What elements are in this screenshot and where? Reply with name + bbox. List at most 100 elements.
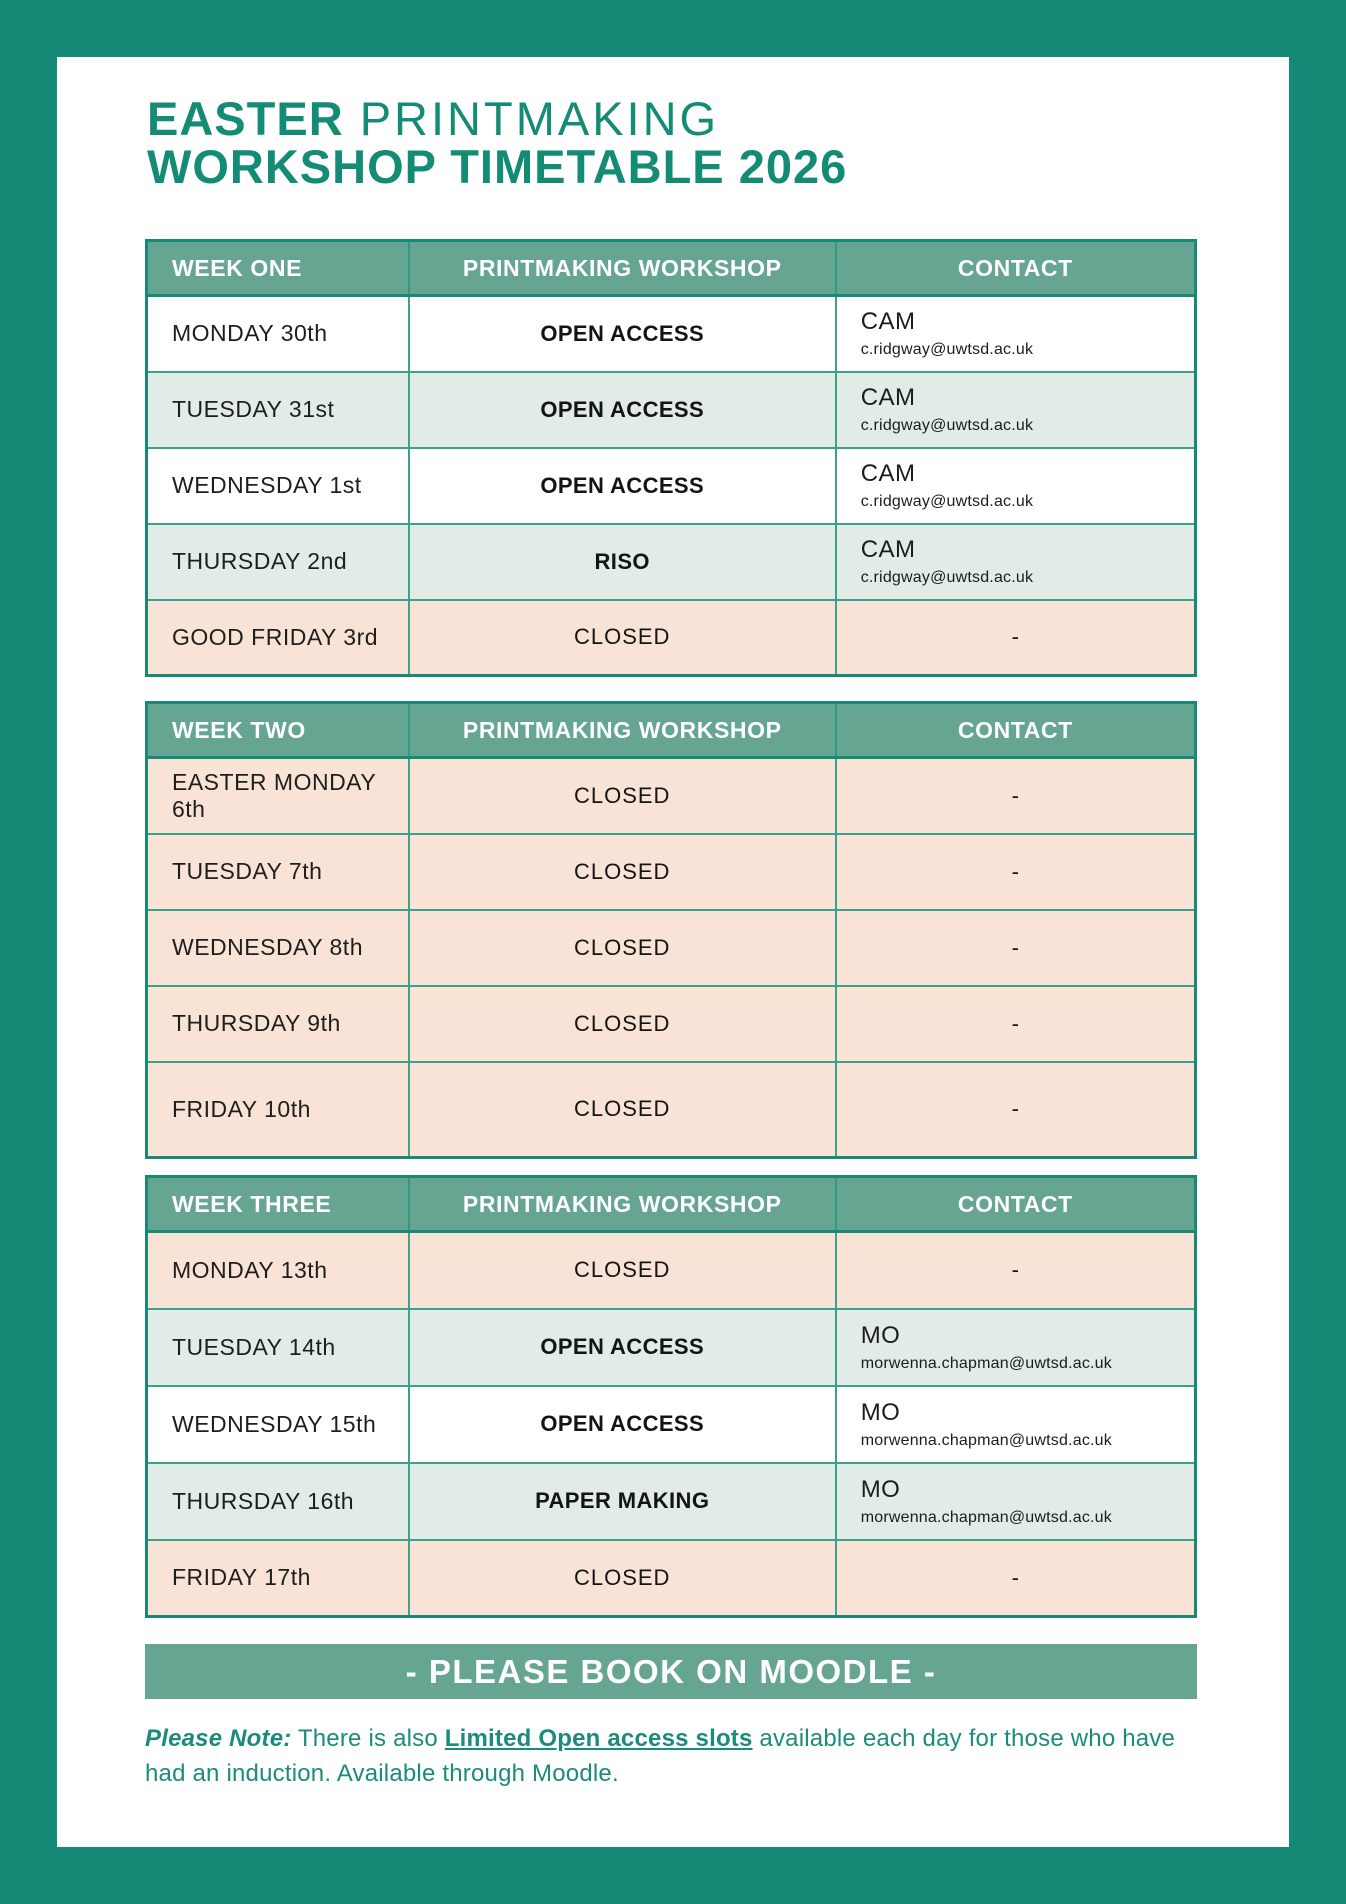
contact-cell: MO morwenna.chapman@uwtsd.ac.uk <box>834 1461 1196 1540</box>
contact-dash: - <box>1011 1564 1019 1590</box>
day-cell: THURSDAY 2nd <box>146 522 409 600</box>
contact-name: CAM <box>860 460 916 487</box>
note-text-before: There is also <box>291 1725 445 1752</box>
contact-cell: CAM c.ridgway@uwtsd.ac.uk <box>834 295 1196 372</box>
workshop-cell: PAPER MAKING <box>407 1461 836 1540</box>
title-line-1: EASTER PRINTMAKING <box>147 92 719 145</box>
table-row: WEDNESDAY 8th CLOSED - <box>146 908 1196 986</box>
table-row: TUESDAY 7th CLOSED - <box>146 832 1196 910</box>
week-two-label: WEEK TWO <box>146 702 409 759</box>
week-three-header-row: WEEK THREE PRINTMAKING WORKSHOP CONTACT <box>146 1176 1196 1233</box>
contact-name: CAM <box>860 308 916 336</box>
contact-cell: MO morwenna.chapman@uwtsd.ac.uk <box>834 1307 1196 1386</box>
spacer <box>145 1159 1197 1175</box>
table-row: THURSDAY 16th PAPER MAKING MO morwenna.c… <box>146 1461 1196 1540</box>
contact-email: morwenna.chapman@uwtsd.ac.uk <box>860 1508 1112 1526</box>
contact-email: c.ridgway@uwtsd.ac.uk <box>860 493 1034 510</box>
banner-label: - PLEASE BOOK ON MOODLE - <box>405 1652 937 1690</box>
contact-dash: - <box>1011 1096 1019 1122</box>
day-cell: TUESDAY 7th <box>146 832 409 910</box>
day-cell: FRIDAY 10th <box>146 1060 409 1158</box>
contact-dash: - <box>1011 858 1019 884</box>
contact-email: c.ridgway@uwtsd.ac.uk <box>860 341 1034 359</box>
title-line-2: WORKSHOP TIMETABLE 2026 <box>147 140 848 193</box>
table-row: TUESDAY 31st OPEN ACCESS CAM c.ridgway@u… <box>146 370 1196 448</box>
contact-cell: CAM c.ridgway@uwtsd.ac.uk <box>834 522 1196 600</box>
workshop-cell: CLOSED <box>407 1231 836 1309</box>
day-cell: FRIDAY 17th <box>146 1538 409 1617</box>
week-one-table: WEEK ONE PRINTMAKING WORKSHOP CONTACT MO… <box>145 239 1197 677</box>
contact-column-header: CONTACT <box>834 1176 1196 1233</box>
contact-dash: - <box>1011 624 1019 650</box>
note-text-after: available each day for those who have ha… <box>145 1725 1176 1787</box>
table-row: EASTER MONDAY 6th CLOSED - <box>146 757 1196 834</box>
workshop-cell: CLOSED <box>407 984 836 1062</box>
workshop-cell: CLOSED <box>407 598 836 676</box>
workshop-cell: OPEN ACCESS <box>407 1307 836 1386</box>
contact-column-header: CONTACT <box>834 702 1196 759</box>
day-cell: TUESDAY 31st <box>146 370 409 448</box>
contact-cell: - <box>834 757 1196 834</box>
week-two-header-row: WEEK TWO PRINTMAKING WORKSHOP CONTACT <box>146 702 1196 759</box>
contact-name: MO <box>860 1475 901 1503</box>
day-cell: TUESDAY 14th <box>146 1307 409 1386</box>
workshop-column-header: PRINTMAKING WORKSHOP <box>407 702 836 759</box>
contact-name: CAM <box>860 384 916 411</box>
workshop-cell: RISO <box>407 522 836 600</box>
table-row: THURSDAY 9th CLOSED - <box>146 984 1196 1062</box>
contact-cell: CAM c.ridgway@uwtsd.ac.uk <box>834 446 1196 524</box>
week-one-label: WEEK ONE <box>146 240 409 297</box>
contact-dash: - <box>1011 934 1019 960</box>
contact-email: c.ridgway@uwtsd.ac.uk <box>860 417 1034 434</box>
page-title: EASTER PRINTMAKING WORKSHOP TIMETABLE 20… <box>147 95 1197 191</box>
contact-email: morwenna.chapman@uwtsd.ac.uk <box>860 1354 1112 1372</box>
note-prefix: Please Note: <box>145 1725 292 1752</box>
poster-content: EASTER PRINTMAKING WORKSHOP TIMETABLE 20… <box>57 57 1289 1791</box>
workshop-cell: CLOSED <box>407 1538 836 1617</box>
contact-cell: - <box>834 1231 1196 1309</box>
table-row: WEDNESDAY 15th OPEN ACCESS MO morwenna.c… <box>146 1384 1196 1463</box>
footer-note: Please Note: There is also Limited Open … <box>145 1721 1197 1791</box>
table-row: THURSDAY 2nd RISO CAM c.ridgway@uwtsd.ac… <box>146 522 1196 600</box>
contact-email: c.ridgway@uwtsd.ac.uk <box>860 569 1034 586</box>
table-row: MONDAY 13th CLOSED - <box>146 1231 1196 1309</box>
workshop-cell: OPEN ACCESS <box>407 446 836 524</box>
contact-cell: - <box>834 1060 1196 1158</box>
contact-name: CAM <box>860 536 916 563</box>
contact-dash: - <box>1011 782 1019 808</box>
contact-cell: - <box>834 598 1196 676</box>
day-cell: THURSDAY 9th <box>146 984 409 1062</box>
workshop-column-header: PRINTMAKING WORKSHOP <box>407 1176 836 1233</box>
day-cell: WEDNESDAY 1st <box>146 446 409 524</box>
contact-cell: - <box>834 1538 1196 1617</box>
contact-cell: - <box>834 984 1196 1062</box>
day-cell: WEDNESDAY 8th <box>146 908 409 986</box>
contact-cell: - <box>834 908 1196 986</box>
workshop-cell: CLOSED <box>407 908 836 986</box>
contact-column-header: CONTACT <box>834 240 1196 297</box>
table-row: GOOD FRIDAY 3rd CLOSED - <box>146 598 1196 676</box>
table-row: TUESDAY 14th OPEN ACCESS MO morwenna.cha… <box>146 1307 1196 1386</box>
day-cell: EASTER MONDAY 6th <box>146 757 409 834</box>
workshop-cell: OPEN ACCESS <box>407 1384 836 1463</box>
week-three-table: WEEK THREE PRINTMAKING WORKSHOP CONTACT … <box>145 1175 1197 1618</box>
day-cell: THURSDAY 16th <box>146 1461 409 1540</box>
note-link-text: Limited Open access slots <box>444 1725 753 1752</box>
workshop-cell: CLOSED <box>407 1060 836 1158</box>
contact-cell: MO morwenna.chapman@uwtsd.ac.uk <box>834 1384 1196 1463</box>
poster-sheet: EASTER PRINTMAKING WORKSHOP TIMETABLE 20… <box>57 57 1289 1847</box>
title-printmaking: PRINTMAKING <box>343 92 720 145</box>
workshop-cell: CLOSED <box>407 832 836 910</box>
contact-name: MO <box>860 1398 901 1426</box>
day-cell: MONDAY 13th <box>146 1231 409 1309</box>
title-easter: EASTER <box>147 92 344 145</box>
contact-dash: - <box>1011 1257 1019 1283</box>
day-cell: GOOD FRIDAY 3rd <box>146 598 409 676</box>
table-row: FRIDAY 10th CLOSED - <box>146 1060 1196 1158</box>
workshop-column-header: PRINTMAKING WORKSHOP <box>407 240 836 297</box>
workshop-cell: OPEN ACCESS <box>407 295 836 372</box>
contact-dash: - <box>1011 1010 1019 1036</box>
week-three-label: WEEK THREE <box>146 1176 409 1233</box>
workshop-cell: OPEN ACCESS <box>407 370 836 448</box>
